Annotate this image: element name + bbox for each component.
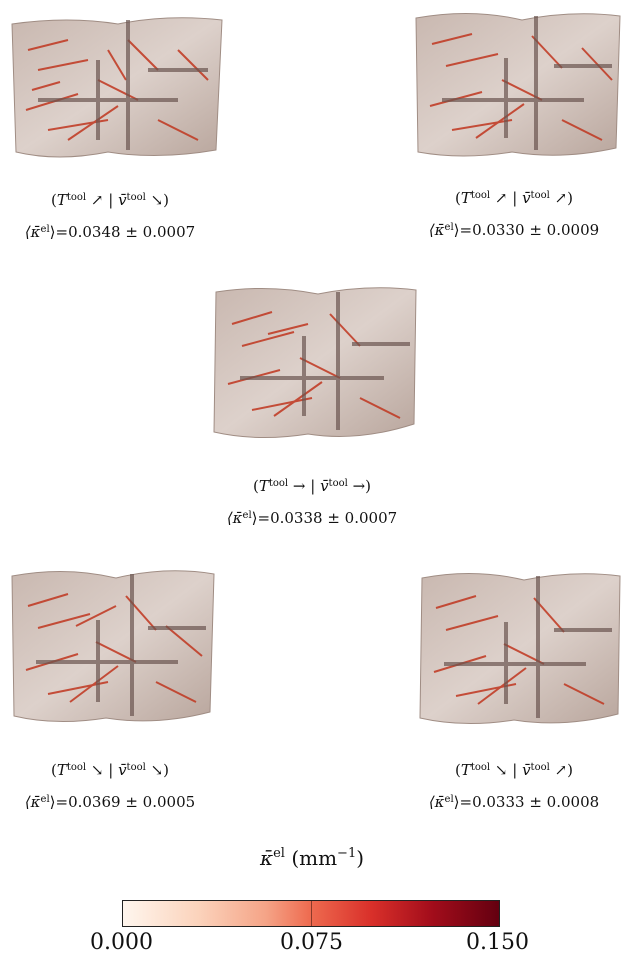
colorbar-tick-max: 0.150 — [466, 930, 529, 955]
panel-2-caption: (Ttool ↗ | v̄tool ↗) ⟨κ̄el⟩=0.0330 ± 0.0… — [428, 189, 600, 239]
colorbar-tick-mid: 0.075 — [280, 930, 343, 955]
deformed-sheet-4 — [11, 570, 215, 723]
deformed-sheet-1 — [11, 17, 223, 158]
deformed-sheet-3 — [213, 287, 417, 439]
colorbar-title: κ̄el (mm−1) — [259, 846, 365, 870]
panel-3-caption: (Ttool → | v̄tool →) ⟨κ̄el⟩=0.0338 ± 0.0… — [226, 477, 398, 527]
deformed-sheet-5 — [419, 572, 621, 725]
colorbar-tick-min: 0.000 — [90, 930, 153, 955]
panel-4-caption: (Ttool ↘ | v̄tool ↘) ⟨κ̄el⟩=0.0369 ± 0.0… — [24, 761, 196, 811]
colorbar-mid-divider — [311, 901, 312, 926]
colorbar — [122, 900, 500, 927]
panel-5-caption: (Ttool ↘ | v̄tool ↗) ⟨κ̄el⟩=0.0333 ± 0.0… — [428, 761, 600, 811]
deformed-sheet-2 — [415, 12, 621, 157]
panel-1-caption: (Ttool ↗ | v̄tool ↘) ⟨κ̄el⟩=0.0348 ± 0.0… — [24, 191, 196, 241]
